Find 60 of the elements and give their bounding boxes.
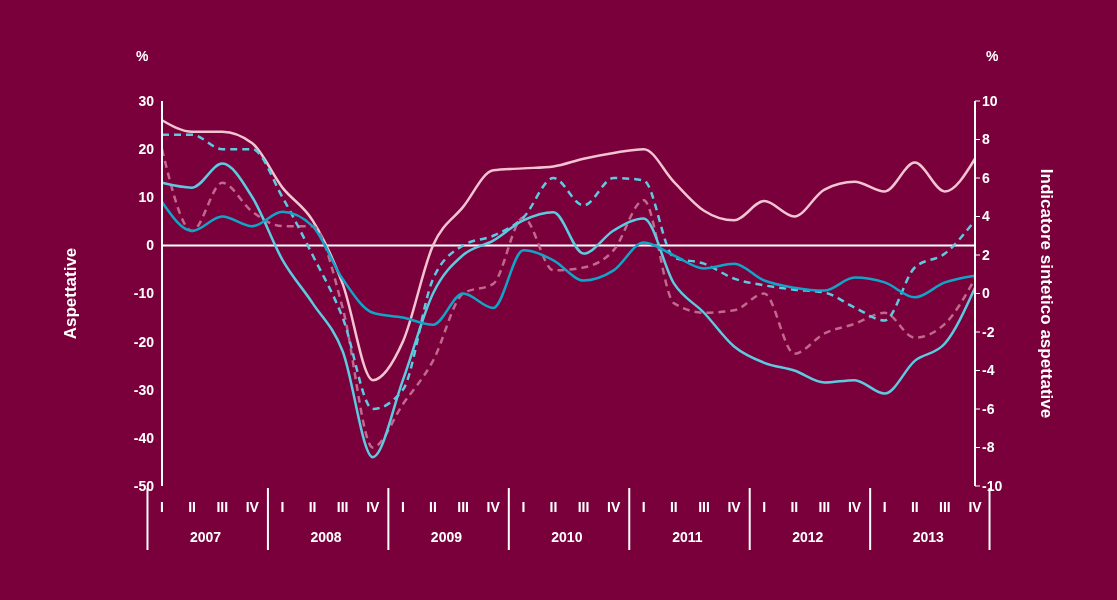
x-tick-label: III <box>698 499 710 515</box>
x-tick-label: I <box>280 499 285 515</box>
x-tick-label: II <box>308 499 317 515</box>
x-tick-label: I <box>521 499 526 515</box>
y2-tick-label: 8 <box>982 131 990 148</box>
x-tick-label: III <box>939 499 951 515</box>
y2-tick-label: -10 <box>982 477 1003 494</box>
text: 2013 <box>912 529 944 545</box>
y2-tick-label: -6 <box>982 400 995 417</box>
y2-tick-label: -8 <box>982 439 995 456</box>
x-tick-label: II <box>910 499 919 515</box>
x-tick-label: IV <box>607 499 621 515</box>
x-tick-label: III <box>457 499 469 515</box>
x-tick-label: II <box>429 499 437 515</box>
y-tick-label: 0 <box>146 237 155 254</box>
x-tick-label: III <box>336 499 349 515</box>
y-tick-label: -40 <box>133 429 155 446</box>
y2-tick-label: -4 <box>982 362 995 379</box>
text: 2008 <box>310 529 342 545</box>
x-tick-label: IV <box>847 499 862 515</box>
text: % <box>986 48 999 64</box>
y-tick-label: 10 <box>138 189 155 206</box>
line-series <box>160 200 977 327</box>
text: 2011 <box>672 529 703 545</box>
text: 2010 <box>551 529 583 545</box>
x-tick-label: II <box>549 499 558 515</box>
x-tick-label: I <box>641 499 646 515</box>
x-tick-label: IV <box>245 499 260 515</box>
x-tick-label: II <box>670 499 678 515</box>
x-tick-label: II <box>790 499 799 515</box>
y-tick-label: -20 <box>133 333 155 350</box>
y-tick-label: 20 <box>138 141 155 158</box>
x-tick-label: IV <box>486 499 501 515</box>
text: % <box>136 48 149 64</box>
text: 2012 <box>792 529 824 545</box>
y-tick-label: -50 <box>133 477 155 494</box>
y-tick-label: -30 <box>133 381 155 398</box>
x-tick-label: IV <box>366 499 381 515</box>
x-tick-label: III <box>577 499 590 515</box>
text: 2007 <box>189 529 222 545</box>
x-tick-label: II <box>188 499 196 515</box>
text: 2009 <box>430 529 463 545</box>
y2-tick-label: 2 <box>982 246 990 263</box>
y2-tick-label: 0 <box>982 285 990 302</box>
y2-tick-label: 10 <box>982 92 998 109</box>
x-tick-label: IV <box>968 499 983 515</box>
y2-tick-label: -2 <box>982 323 995 340</box>
x-tick-label: I <box>882 499 887 515</box>
x-tick-label: IV <box>727 499 742 515</box>
x-tick-label: III <box>818 499 831 515</box>
y2-tick-label: 4 <box>982 208 990 225</box>
y2-tick-label: 6 <box>982 169 990 186</box>
x-tick-label: I <box>160 499 164 515</box>
x-tick-label: III <box>216 499 229 515</box>
y-tick-label: 30 <box>138 92 155 109</box>
x-tick-label: I <box>400 499 405 515</box>
x-tick-label: I <box>762 499 767 515</box>
y-tick-label: -10 <box>133 285 155 302</box>
y-axis-title: Aspettative <box>61 247 81 340</box>
y2-axis-title: Indicatore sintetico aspettative <box>1036 168 1056 419</box>
